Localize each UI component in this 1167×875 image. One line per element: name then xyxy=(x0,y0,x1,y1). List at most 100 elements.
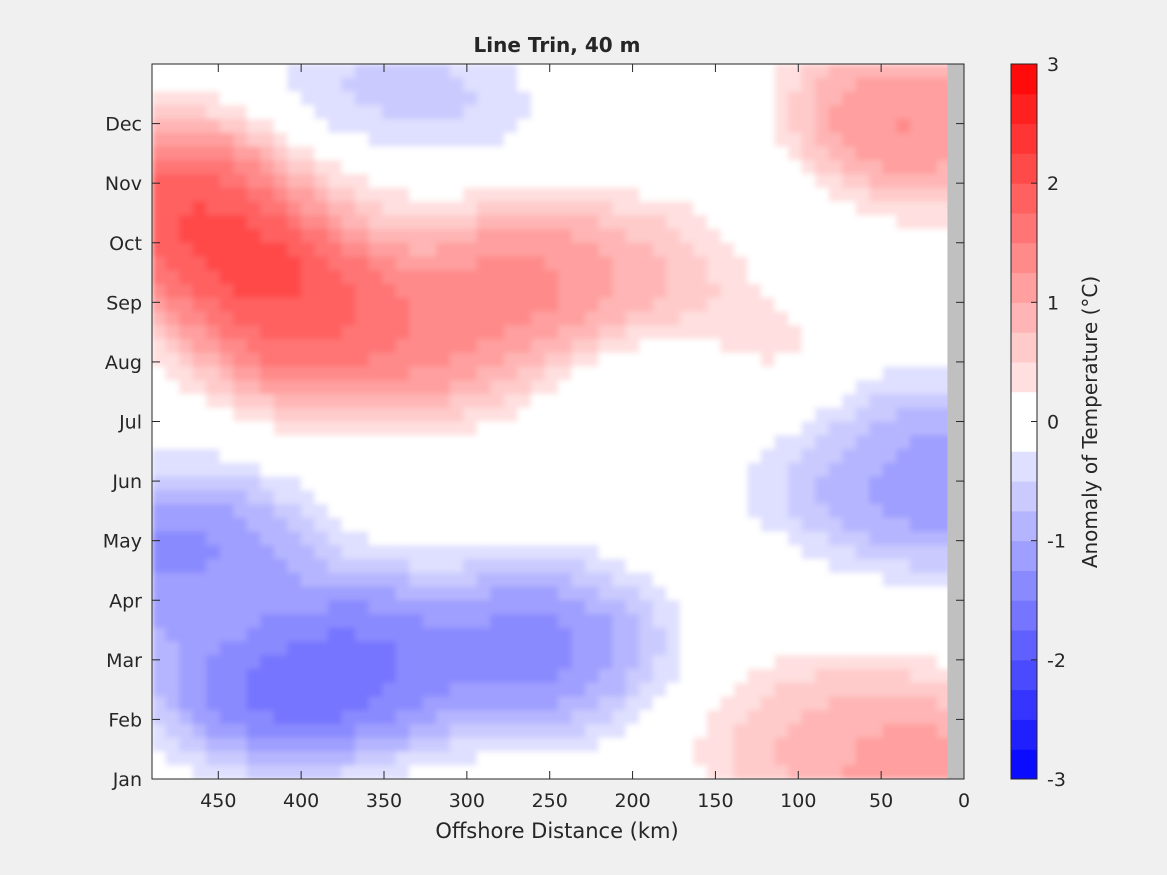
heatmap-cell xyxy=(341,229,356,244)
heatmap-cell xyxy=(855,242,870,258)
heatmap-cell xyxy=(666,614,681,629)
heatmap-cell xyxy=(679,682,694,698)
heatmap-cell xyxy=(571,380,586,395)
heatmap-cell xyxy=(571,352,586,368)
heatmap-cell xyxy=(206,572,221,588)
heatmap-cell xyxy=(815,105,830,120)
heatmap-cell xyxy=(788,187,803,203)
heatmap-cell xyxy=(179,627,194,643)
heatmap-cell xyxy=(219,297,234,313)
heatmap-cell xyxy=(314,559,329,574)
heatmap-cell xyxy=(233,339,248,354)
heatmap-cell xyxy=(693,435,708,450)
heatmap-cell xyxy=(544,462,559,478)
heatmap-cell xyxy=(368,710,383,725)
heatmap-cell xyxy=(246,586,261,601)
heatmap-cell xyxy=(747,517,762,533)
heatmap-cell xyxy=(855,490,870,505)
heatmap-cell xyxy=(341,215,356,230)
heatmap-cell xyxy=(788,572,803,588)
heatmap-cell xyxy=(842,682,857,698)
heatmap-cell xyxy=(219,710,234,725)
heatmap-cell xyxy=(625,146,640,161)
heatmap-cell xyxy=(314,641,329,656)
heatmap-cell xyxy=(436,132,451,148)
heatmap-cell xyxy=(314,572,329,588)
heatmap-cell xyxy=(882,394,897,409)
heatmap-cell xyxy=(355,270,370,285)
heatmap-cell xyxy=(530,284,546,299)
heatmap-cell xyxy=(341,256,356,271)
heatmap-cell xyxy=(612,91,627,106)
heatmap-cell xyxy=(733,724,749,739)
heatmap-cell xyxy=(828,641,843,656)
y-tick-label: Nov xyxy=(105,173,142,195)
heatmap-cell xyxy=(273,531,288,546)
heatmap-cell xyxy=(273,215,288,230)
heatmap-cell xyxy=(612,531,627,546)
heatmap-cell xyxy=(382,160,397,175)
heatmap-cell xyxy=(341,242,356,258)
heatmap-cell xyxy=(355,682,370,698)
heatmap-cell xyxy=(422,559,437,574)
colorbar-segment xyxy=(1011,272,1037,303)
heatmap-cell xyxy=(585,201,600,216)
heatmap-cell xyxy=(558,462,573,478)
heatmap-cell xyxy=(761,765,776,779)
heatmap-cell xyxy=(517,242,532,258)
heatmap-cell xyxy=(720,614,735,629)
heatmap-cell xyxy=(639,449,654,464)
heatmap-cell xyxy=(206,490,221,505)
heatmap-cell xyxy=(693,160,708,175)
heatmap-cell xyxy=(219,627,234,643)
heatmap-cell xyxy=(233,229,248,244)
heatmap-cell xyxy=(246,476,261,491)
heatmap-cell xyxy=(815,737,830,753)
heatmap-cell xyxy=(909,627,924,643)
heatmap-cell xyxy=(449,146,464,161)
heatmap-cell xyxy=(774,160,789,175)
heatmap-cell xyxy=(287,641,302,656)
heatmap-cell xyxy=(896,545,911,560)
heatmap-cell xyxy=(314,394,329,409)
heatmap-cell xyxy=(206,119,221,134)
heatmap-cell xyxy=(355,77,370,93)
heatmap-cell xyxy=(463,380,478,395)
heatmap-cell xyxy=(341,476,356,491)
heatmap-cell xyxy=(368,187,383,203)
heatmap-cell xyxy=(517,696,532,711)
heatmap-cell xyxy=(314,242,329,258)
heatmap-cell xyxy=(355,531,370,546)
heatmap-cell xyxy=(815,325,830,340)
y-tick-label: May xyxy=(103,531,142,553)
heatmap-cell xyxy=(747,710,762,725)
heatmap-cell xyxy=(896,64,911,79)
heatmap-cell xyxy=(855,641,870,656)
heatmap-cell xyxy=(612,366,627,381)
heatmap-cell xyxy=(165,187,180,203)
heatmap-cell xyxy=(612,586,627,601)
heatmap-cell xyxy=(693,297,708,313)
heatmap-cell xyxy=(165,559,180,574)
heatmap-cell xyxy=(666,64,681,79)
heatmap-cell xyxy=(260,572,275,588)
heatmap-cell xyxy=(909,229,924,244)
heatmap-cell xyxy=(679,765,694,779)
heatmap-cell xyxy=(530,655,546,670)
heatmap-cell xyxy=(679,77,694,93)
heatmap-cell xyxy=(233,64,248,79)
colorbar-tick-label: -3 xyxy=(1047,769,1066,791)
heatmap-cell xyxy=(788,64,803,79)
heatmap-cell xyxy=(815,641,830,656)
heatmap-cell xyxy=(476,270,491,285)
heatmap-cell xyxy=(517,435,532,450)
heatmap-cell xyxy=(720,655,735,670)
heatmap-cell xyxy=(530,311,546,326)
heatmap-cell xyxy=(422,641,437,656)
heatmap-cell xyxy=(571,545,586,560)
heatmap-cell xyxy=(409,476,424,491)
heatmap-cell xyxy=(612,751,627,766)
heatmap-cell xyxy=(855,160,870,175)
heatmap-cell xyxy=(625,490,640,505)
heatmap-cell xyxy=(747,531,762,546)
